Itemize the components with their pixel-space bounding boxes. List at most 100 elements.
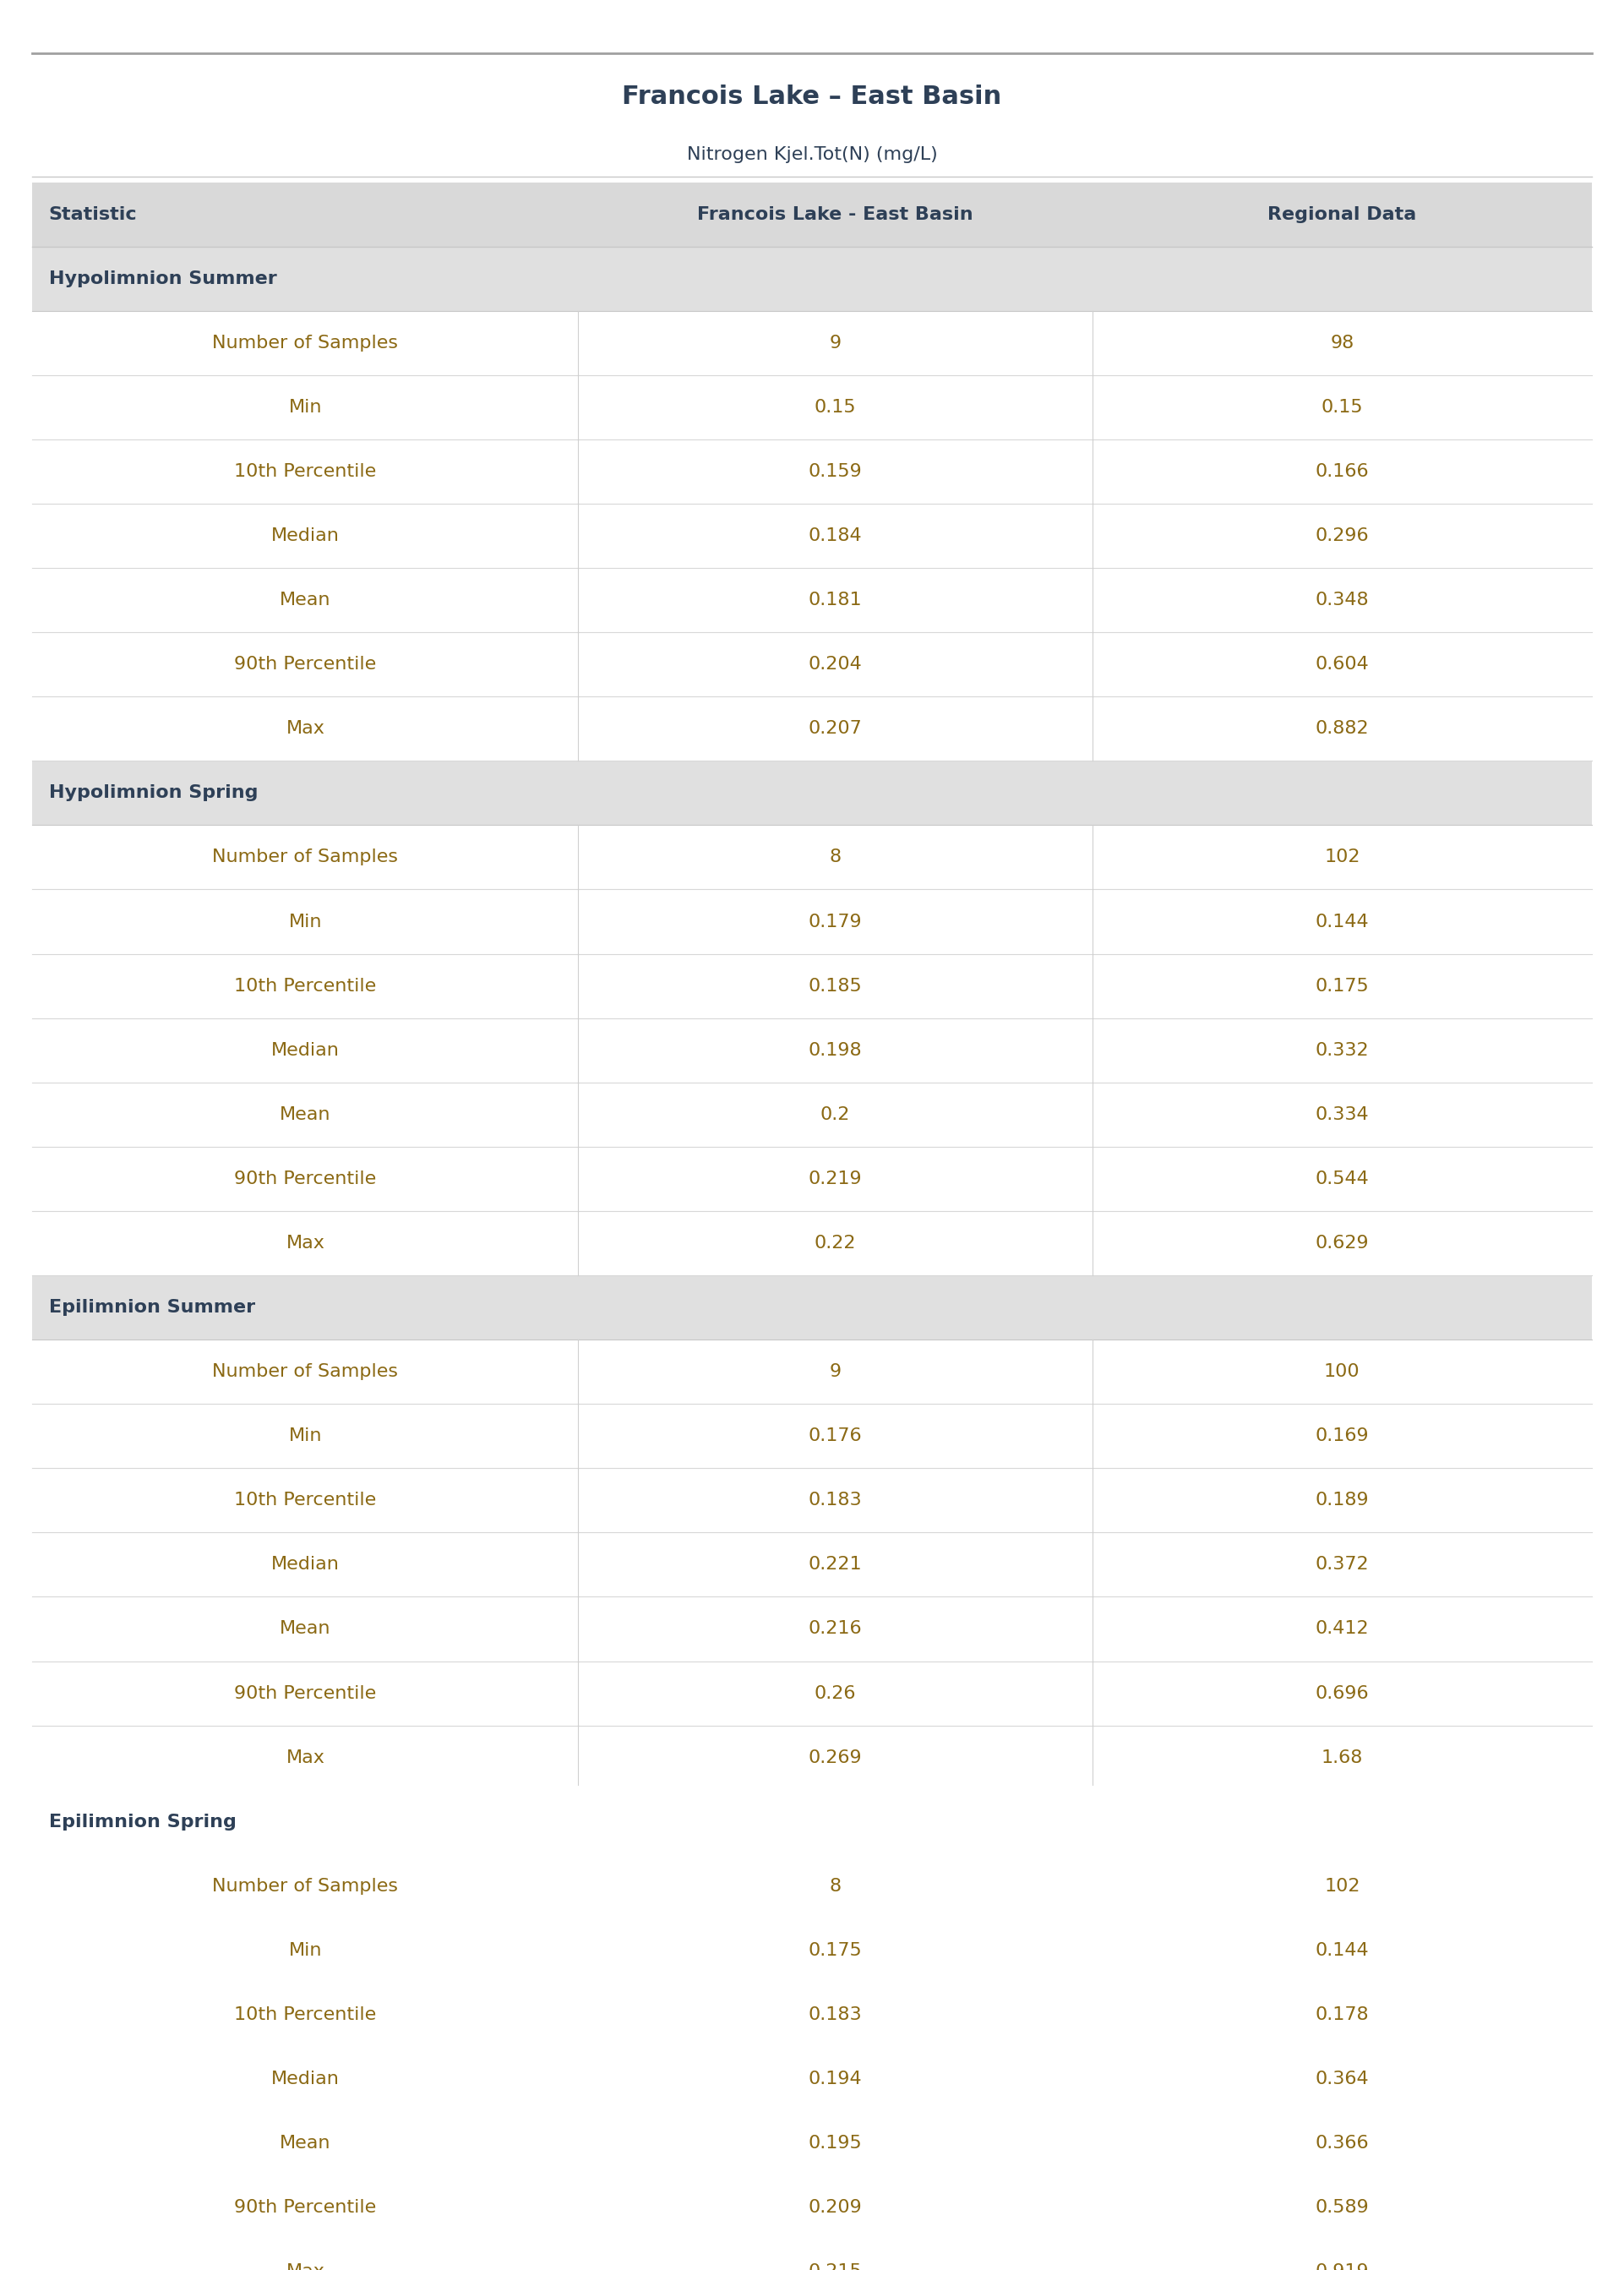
FancyBboxPatch shape (32, 2240, 1592, 2270)
Text: 0.144: 0.144 (1315, 913, 1369, 931)
Text: 0.184: 0.184 (809, 527, 862, 545)
FancyBboxPatch shape (32, 247, 1592, 311)
Text: 0.204: 0.204 (809, 656, 862, 672)
Text: 8: 8 (830, 849, 841, 865)
Text: 0.269: 0.269 (809, 1750, 862, 1766)
Text: 102: 102 (1324, 1877, 1359, 1895)
FancyBboxPatch shape (32, 1083, 1592, 1146)
FancyBboxPatch shape (32, 697, 1592, 760)
Text: 0.882: 0.882 (1315, 720, 1369, 738)
Text: 0.189: 0.189 (1315, 1491, 1369, 1510)
FancyBboxPatch shape (32, 1982, 1592, 2048)
Text: 98: 98 (1330, 334, 1354, 352)
FancyBboxPatch shape (32, 1789, 1592, 1855)
FancyBboxPatch shape (32, 311, 1592, 375)
Text: 0.195: 0.195 (809, 2134, 862, 2152)
FancyBboxPatch shape (32, 1918, 1592, 1982)
Text: 0.144: 0.144 (1315, 1943, 1369, 1959)
Text: 0.176: 0.176 (809, 1428, 862, 1444)
Text: 0.198: 0.198 (809, 1042, 862, 1058)
Text: 0.209: 0.209 (809, 2200, 862, 2216)
Text: 0.629: 0.629 (1315, 1235, 1369, 1251)
FancyBboxPatch shape (32, 2111, 1592, 2175)
Text: 0.604: 0.604 (1315, 656, 1369, 672)
Text: Median: Median (271, 2070, 339, 2088)
Text: 0.696: 0.696 (1315, 1684, 1369, 1702)
FancyBboxPatch shape (32, 1146, 1592, 1210)
Text: 9: 9 (830, 334, 841, 352)
Text: Number of Samples: Number of Samples (213, 1364, 398, 1380)
Text: 0.412: 0.412 (1315, 1621, 1369, 1637)
FancyBboxPatch shape (32, 1855, 1592, 1918)
FancyBboxPatch shape (32, 504, 1592, 568)
Text: Min: Min (289, 1428, 322, 1444)
FancyBboxPatch shape (32, 760, 1592, 826)
Text: 0.169: 0.169 (1315, 1428, 1369, 1444)
Text: Min: Min (289, 400, 322, 415)
Text: 0.348: 0.348 (1315, 592, 1369, 608)
Text: 0.178: 0.178 (1315, 2007, 1369, 2023)
Text: Mean: Mean (279, 1105, 331, 1124)
FancyBboxPatch shape (32, 1210, 1592, 1276)
Text: 0.332: 0.332 (1315, 1042, 1369, 1058)
Text: Max: Max (286, 720, 325, 738)
Text: Nitrogen Kjel.Tot(N) (mg/L): Nitrogen Kjel.Tot(N) (mg/L) (687, 145, 937, 163)
Text: Max: Max (286, 1750, 325, 1766)
Text: 0.183: 0.183 (809, 1491, 862, 1510)
FancyBboxPatch shape (32, 2175, 1592, 2240)
Text: 0.181: 0.181 (809, 592, 862, 608)
Text: 10th Percentile: 10th Percentile (234, 2007, 377, 2023)
Text: 90th Percentile: 90th Percentile (234, 1171, 377, 1187)
FancyBboxPatch shape (32, 1017, 1592, 1083)
Text: 90th Percentile: 90th Percentile (234, 656, 377, 672)
Text: 0.589: 0.589 (1315, 2200, 1369, 2216)
Text: 10th Percentile: 10th Percentile (234, 463, 377, 479)
Text: 1.68: 1.68 (1322, 1750, 1363, 1766)
Text: 0.194: 0.194 (809, 2070, 862, 2088)
Text: 0.215: 0.215 (809, 2263, 862, 2270)
Text: 0.221: 0.221 (809, 1557, 862, 1573)
Text: Hypolimnion Summer: Hypolimnion Summer (49, 270, 276, 286)
FancyBboxPatch shape (32, 2048, 1592, 2111)
FancyBboxPatch shape (32, 1339, 1592, 1403)
Text: 0.179: 0.179 (809, 913, 862, 931)
Text: 0.207: 0.207 (809, 720, 862, 738)
Text: Francois Lake – East Basin: Francois Lake – East Basin (622, 84, 1002, 109)
Text: 0.175: 0.175 (1315, 978, 1369, 994)
Text: Mean: Mean (279, 2134, 331, 2152)
FancyBboxPatch shape (32, 1532, 1592, 1596)
Text: Number of Samples: Number of Samples (213, 1877, 398, 1895)
Text: Epilimnion Summer: Epilimnion Summer (49, 1298, 255, 1317)
Text: Number of Samples: Number of Samples (213, 849, 398, 865)
FancyBboxPatch shape (32, 1596, 1592, 1662)
Text: Max: Max (286, 2263, 325, 2270)
Text: Statistic: Statistic (49, 207, 136, 222)
Text: Number of Samples: Number of Samples (213, 334, 398, 352)
Text: Regional Data: Regional Data (1268, 207, 1416, 222)
Text: 90th Percentile: 90th Percentile (234, 1684, 377, 1702)
Text: 0.22: 0.22 (815, 1235, 856, 1251)
Text: 10th Percentile: 10th Percentile (234, 1491, 377, 1510)
FancyBboxPatch shape (32, 826, 1592, 890)
Text: Hypolimnion Spring: Hypolimnion Spring (49, 785, 258, 801)
Text: 0.919: 0.919 (1315, 2263, 1369, 2270)
Text: Max: Max (286, 1235, 325, 1251)
FancyBboxPatch shape (32, 633, 1592, 697)
Text: 9: 9 (830, 1364, 841, 1380)
Text: Median: Median (271, 1557, 339, 1573)
Text: 102: 102 (1324, 849, 1359, 865)
Text: 0.372: 0.372 (1315, 1557, 1369, 1573)
Text: 100: 100 (1324, 1364, 1359, 1380)
FancyBboxPatch shape (32, 375, 1592, 440)
Text: Epilimnion Spring: Epilimnion Spring (49, 1814, 235, 1830)
FancyBboxPatch shape (32, 890, 1592, 953)
FancyBboxPatch shape (32, 1276, 1592, 1339)
Text: Median: Median (271, 527, 339, 545)
Text: 8: 8 (830, 1877, 841, 1895)
Text: 0.219: 0.219 (809, 1171, 862, 1187)
FancyBboxPatch shape (32, 1403, 1592, 1469)
Text: 0.15: 0.15 (814, 400, 856, 415)
Text: Francois Lake - East Basin: Francois Lake - East Basin (697, 207, 973, 222)
Text: 0.334: 0.334 (1315, 1105, 1369, 1124)
Text: Min: Min (289, 1943, 322, 1959)
